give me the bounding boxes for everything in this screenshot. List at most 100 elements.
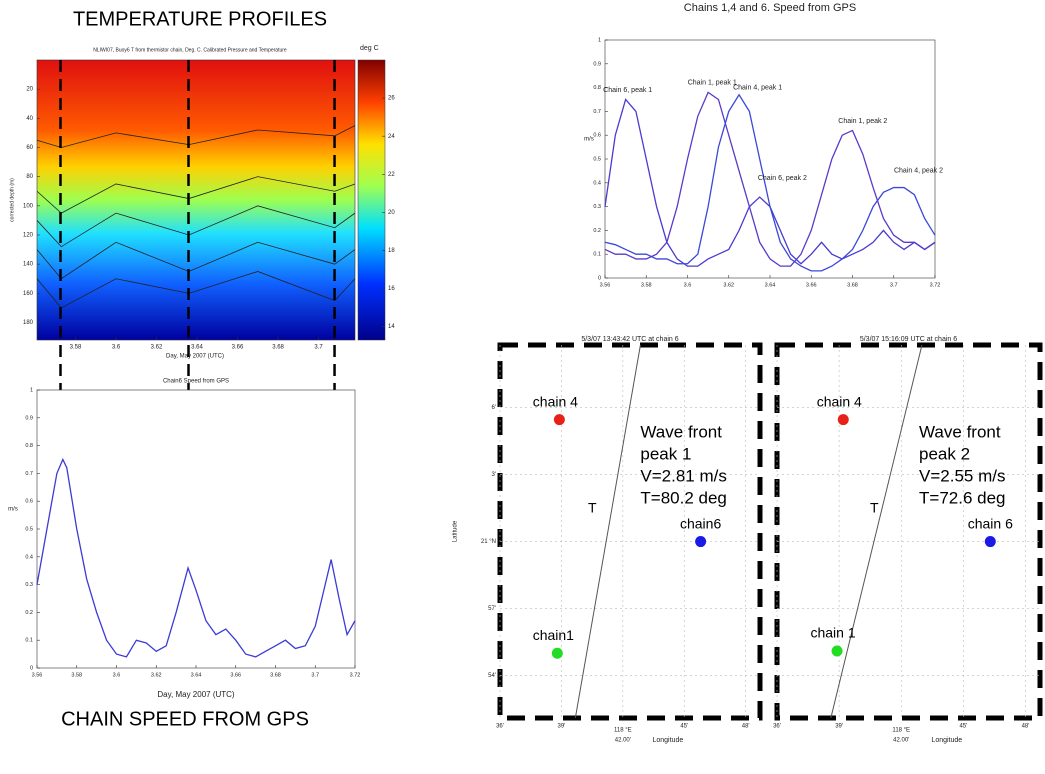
y-tick-label: 0.4 — [25, 554, 33, 560]
chain-point — [553, 414, 565, 426]
y-tick-label: 54' — [488, 673, 496, 679]
y-label: m/s — [584, 137, 594, 143]
map-frame — [774, 342, 1043, 721]
x-tick-label: 3.7 — [311, 672, 319, 678]
x-tick-label: 45' — [959, 724, 967, 730]
wave-front — [574, 344, 641, 719]
frame — [36, 389, 356, 669]
x-label: Longitude — [652, 737, 683, 744]
arrow-label: T — [870, 500, 879, 516]
annotation: Chain 1, peak 2 — [838, 118, 887, 125]
series-line — [36, 457, 356, 658]
chain-label: chain 4 — [817, 393, 862, 409]
y-tick-label: 80 — [26, 174, 33, 180]
y-tick-label: 0.5 — [25, 526, 33, 532]
y-label: Latitude — [453, 520, 459, 542]
chain-label: chain6 — [680, 515, 721, 531]
y-tick-label: 20 — [26, 87, 33, 93]
x-tick-label: 3.6 — [112, 345, 121, 351]
y-tick-label: 1 — [30, 387, 33, 393]
annotation: Chain 4, peak 2 — [894, 168, 943, 175]
x-tick-label: 42.00' — [893, 738, 909, 744]
colorbar-tick-label: 22 — [388, 172, 395, 178]
frame — [36, 59, 356, 341]
x-tick-label: 3.58 — [70, 345, 82, 351]
chain-point — [837, 414, 849, 426]
chain-label: chain 6 — [968, 515, 1013, 531]
y-tick-label: 180 — [23, 320, 34, 326]
x-tick-label: 3.62 — [151, 345, 163, 351]
colorbar-tick-label: 20 — [388, 210, 395, 216]
y-tick-label: 160 — [23, 291, 34, 297]
y-tick-label: 0.4 — [593, 180, 601, 186]
x-tick-label: 39' — [835, 724, 843, 730]
y-tick-label: 60 — [26, 145, 33, 151]
y-tick-label: 0.1 — [593, 252, 601, 258]
y-tick-label: 1 — [598, 37, 601, 43]
subtitle: Chains 1,4 and 6. Speed from GPS — [684, 2, 856, 14]
chain-point — [831, 645, 843, 657]
chain-point — [695, 536, 707, 548]
x-tick-label: 3.56 — [32, 672, 43, 678]
wave-front — [830, 344, 923, 719]
wave-text: V=2.55 m/s — [919, 466, 1005, 485]
wave-text: Wave front — [640, 422, 722, 441]
x-tick-label: 3.64 — [765, 282, 776, 288]
wave-text: T=72.6 deg — [919, 488, 1006, 507]
x-tick-label: 45' — [680, 724, 688, 730]
x-tick-label: 3.56 — [600, 282, 611, 288]
y-tick-label: 0.9 — [25, 415, 33, 421]
x-tick-label: 3.62 — [151, 672, 162, 678]
main-title: CHAIN SPEED FROM GPS — [61, 708, 309, 730]
annotation: Chain 6, peak 2 — [758, 175, 807, 182]
y-label: m/s — [8, 507, 18, 513]
y-tick-label: 21 °N — [481, 539, 496, 545]
y-tick-label: 0.6 — [593, 133, 601, 139]
x-tick-label: 3.62 — [723, 282, 734, 288]
y-tick-label: 0.5 — [593, 156, 601, 162]
x-unit: 118 °E — [614, 728, 632, 734]
subtitle: 5/3/07 15:16:09 UTC at chain 6 — [860, 336, 957, 343]
y-label: corrected depth (m) — [9, 178, 15, 222]
colorbar-tick-label: 24 — [388, 134, 395, 140]
arrow-label: T — [588, 500, 597, 516]
chain-point — [551, 647, 563, 659]
x-tick-label: 3.66 — [806, 282, 817, 288]
x-tick-label: 3.58 — [641, 282, 652, 288]
colorbar — [357, 59, 386, 341]
frame — [604, 39, 936, 279]
x-tick-label: 3.66 — [230, 672, 241, 678]
y-tick-label: 3' — [492, 472, 496, 478]
colorbar-tick-label: 14 — [388, 324, 395, 330]
x-tick-label: 3.64 — [191, 672, 202, 678]
y-tick-label: 120 — [23, 233, 34, 239]
y-tick-label: 6' — [492, 405, 496, 411]
x-tick-label: 3.64 — [191, 345, 203, 351]
y-tick-label: 0 — [30, 665, 33, 671]
y-tick-label: 100 — [23, 203, 34, 209]
x-tick-label: 3.66 — [232, 345, 244, 351]
colorbar-tick-label: 26 — [388, 96, 395, 102]
y-tick-label: 140 — [23, 262, 34, 268]
x-label: Longitude — [931, 737, 962, 744]
y-tick-label: 0.8 — [25, 443, 33, 449]
y-tick-label: 0.3 — [593, 204, 601, 210]
x-tick-label: 3.68 — [270, 672, 281, 678]
series-line — [604, 93, 936, 272]
y-tick-label: 0.2 — [593, 228, 601, 234]
x-tick-label: 36' — [773, 724, 781, 730]
wave-text: T=80.2 deg — [640, 488, 727, 507]
annotation: Chain 1, peak 1 — [688, 80, 737, 87]
x-label: Day, May 2007 (UTC) — [166, 354, 224, 360]
y-tick-label: 0.1 — [25, 638, 33, 644]
x-tick-label: 3.72 — [350, 672, 361, 678]
x-tick-label: 3.68 — [272, 345, 284, 351]
x-tick-label: 36' — [496, 724, 504, 730]
x-tick-label: 3.6 — [684, 282, 692, 288]
chain-label: chain 4 — [533, 393, 578, 409]
wave-text: V=2.81 m/s — [640, 466, 726, 485]
x-tick-label: 3.58 — [71, 672, 82, 678]
y-tick-label: 57' — [488, 606, 496, 612]
y-tick-label: 0.9 — [593, 61, 601, 67]
y-tick-label: 0.2 — [25, 610, 33, 616]
